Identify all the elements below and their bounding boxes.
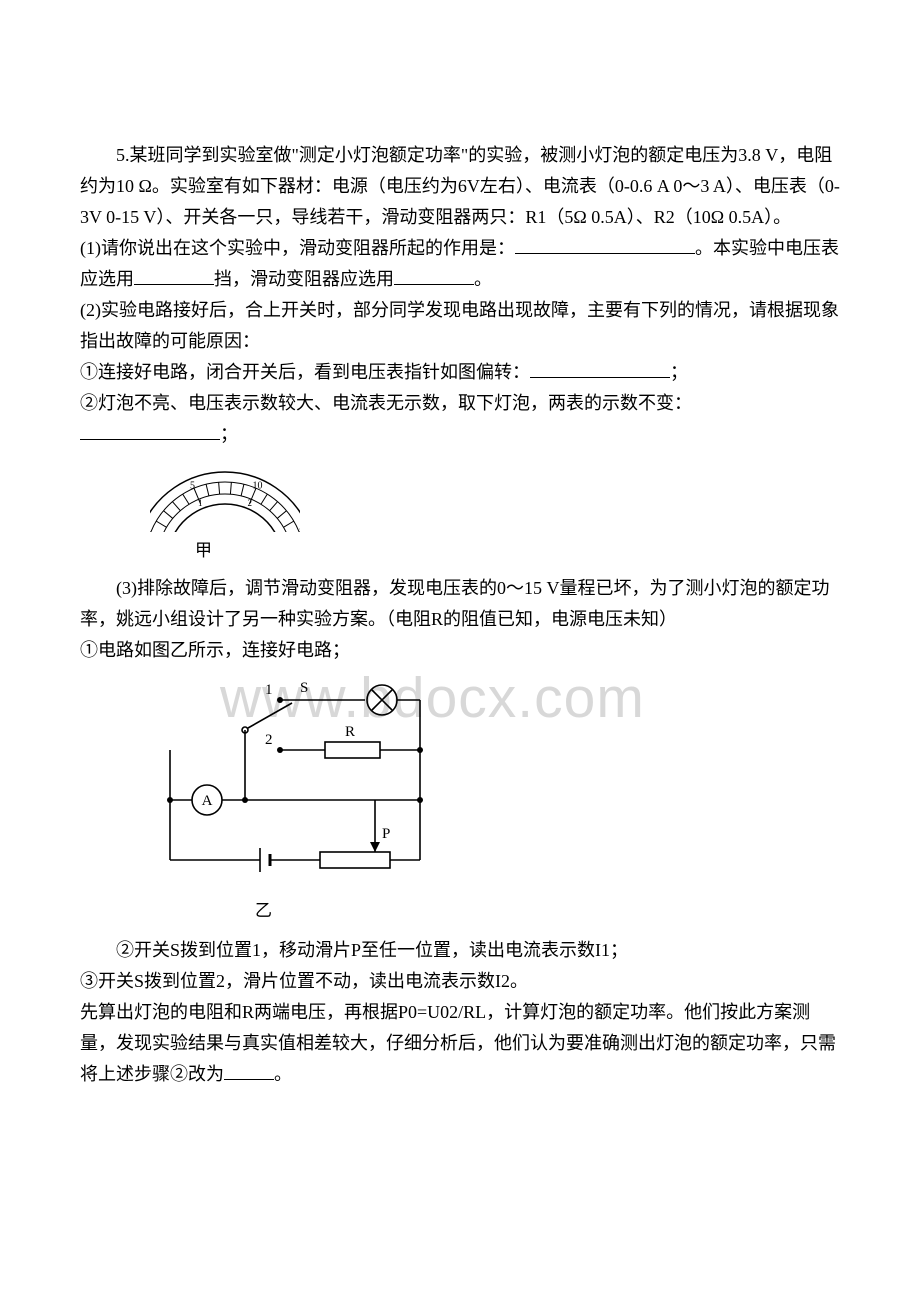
q5-part1-a: (1)请你说出在这个实验中，滑动变阻器所起的作用是： — [80, 238, 515, 258]
svg-text:S: S — [300, 680, 308, 696]
svg-text:10: 10 — [253, 480, 263, 491]
q5-part3-2: ②开关S拨到位置1，移动滑片P至任一位置，读出电流表示数I1； — [80, 935, 840, 966]
q5-part3-4: 先算出灯泡的电阻和R两端电压，再根据P0=U02/RL，计算灯泡的额定功率。他们… — [80, 997, 840, 1090]
q5-part2-2-b: ； — [220, 424, 238, 444]
svg-text:5: 5 — [190, 480, 195, 491]
q5-part2-1-b: ； — [670, 362, 688, 382]
blank-rheostat-role — [515, 234, 695, 254]
q5-part1: (1)请你说出在这个实验中，滑动变阻器所起的作用是：。本实验中电压表应选用挡，滑… — [80, 233, 840, 295]
svg-text:15: 15 — [298, 527, 300, 532]
q5-part2-1-a: ①连接好电路，闭合开关后，看到电压表指针如图偏转： — [80, 362, 530, 382]
svg-text:2: 2 — [265, 732, 273, 748]
blank-fault-2 — [80, 420, 220, 440]
q5-part1-d: 。 — [474, 269, 492, 289]
svg-text:A: A — [202, 793, 213, 809]
q5-part1-c: 挡，滑动变阻器应选用 — [214, 269, 394, 289]
gauge-caption: 甲 — [195, 536, 840, 565]
blank-rheostat-choice — [394, 265, 474, 285]
figure-gauge: 0051102153 — [150, 460, 840, 532]
circuit-svg: 1 S 2 R A P — [150, 670, 450, 890]
figure-circuit: 1 S 2 R A P — [150, 670, 840, 890]
document-body: 5.某班同学到实验室做"测定小灯泡额定功率"的实验，被测小灯泡的额定电压为3.8… — [0, 0, 920, 1090]
q5-part3-4-a: 先算出灯泡的电阻和R两端电压，再根据P0=U02/RL，计算灯泡的额定功率。他们… — [80, 1002, 836, 1084]
q5-part3-4-b: 。 — [274, 1064, 292, 1084]
svg-text:1: 1 — [265, 682, 273, 698]
svg-text:P: P — [382, 826, 390, 842]
blank-fault-1 — [530, 358, 670, 378]
svg-text:R: R — [345, 724, 355, 740]
q5-part2-2-a: ②灯泡不亮、电压表示数较大、电流表无示数，取下灯泡，两表的示数不变： — [80, 393, 692, 413]
blank-step2-rev — [224, 1060, 274, 1080]
circuit-caption: 乙 — [255, 896, 840, 925]
q5-part2-2: ②灯泡不亮、电压表示数较大、电流表无示数，取下灯泡，两表的示数不变： ； — [80, 388, 840, 450]
q5-part2: (2)实验电路接好后，合上开关时，部分同学发现电路出现故障，主要有下列的情况，请… — [80, 295, 840, 357]
q5-part3: (3)排除故障后，调节滑动变阻器，发现电压表的0～15 V量程已坏，为了测小灯泡… — [80, 573, 840, 635]
gauge-svg: 0051102153 — [150, 460, 300, 532]
q5-intro: 5.某班同学到实验室做"测定小灯泡额定功率"的实验，被测小灯泡的额定电压为3.8… — [80, 140, 840, 233]
blank-voltmeter-range — [134, 265, 214, 285]
svg-text:2: 2 — [248, 498, 253, 508]
q5-part3-1: ①电路如图乙所示，连接好电路； — [80, 635, 840, 666]
q5-part2-1: ①连接好电路，闭合开关后，看到电压表指针如图偏转： ； — [80, 357, 840, 388]
svg-text:1: 1 — [198, 498, 203, 508]
q5-part3-3: ③开关S拨到位置2，滑片位置不动，读出电流表示数I2。 — [80, 966, 840, 997]
